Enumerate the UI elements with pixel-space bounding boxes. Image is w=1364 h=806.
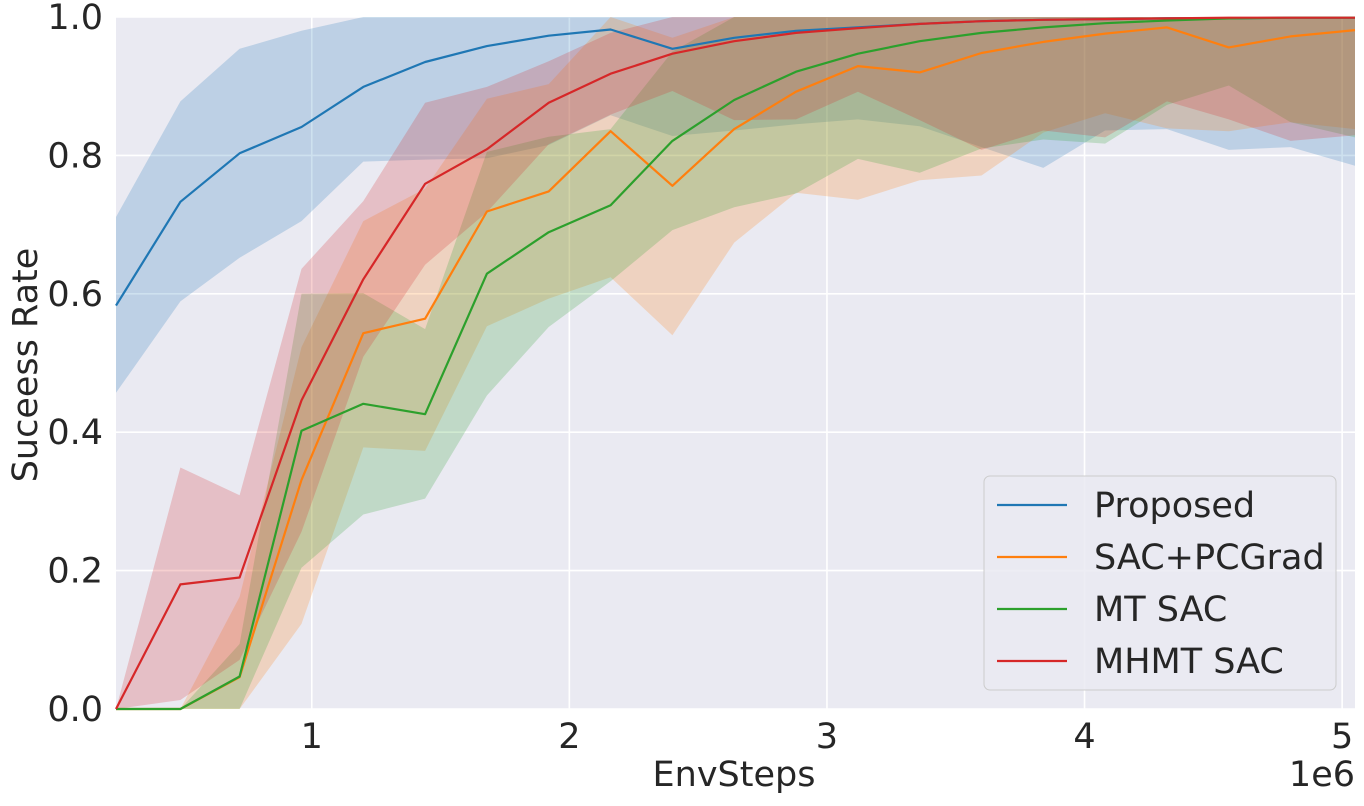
confidence-band-sac-pcgrad [116, 17, 1355, 709]
x-tick-label: 1 [301, 717, 323, 757]
legend: Proposed SAC+PCGrad MT SAC MHMT SAC [983, 475, 1337, 691]
legend-label: Proposed [1094, 486, 1255, 526]
x-tick-label: 3 [816, 717, 838, 757]
legend-label: MT SAC [1094, 590, 1227, 630]
legend-label: SAC+PCGrad [1094, 538, 1325, 578]
series-lines [115, 16, 1356, 711]
confidence-band-proposed [116, 17, 1355, 393]
confidence-band-mt-sac [116, 17, 1355, 709]
x-tick-label: 4 [1073, 717, 1095, 757]
y-tick-label: 0.0 [47, 690, 103, 730]
confidence-bands [116, 17, 1355, 709]
y-tick-label: 0.2 [47, 552, 103, 592]
legend-box [983, 475, 1337, 691]
x-tick-label: 5 [1331, 717, 1353, 757]
x-tick-label: 2 [558, 717, 580, 757]
y-tick-label: 0.6 [47, 275, 103, 315]
confidence-band-mhmt-sac [116, 17, 1355, 709]
series-line-mt-sac [116, 16, 1355, 711]
x-axis-label: EnvSteps [653, 755, 816, 795]
x-offset-label: 1e6 [1289, 755, 1355, 795]
y-tick-label: 0.8 [47, 136, 103, 176]
series-line-sac-pcgrad [116, 26, 1356, 711]
y-tick-label: 0.4 [47, 413, 103, 453]
y-axis-label: Suceess Rate [6, 248, 46, 483]
x-tick-labels: 1 2 3 4 5 [301, 717, 1354, 757]
y-tick-labels: 0.0 0.2 0.4 0.6 0.8 1.0 [47, 0, 103, 730]
series-line-mhmt-sac [115, 16, 1355, 710]
y-tick-label: 1.0 [47, 0, 103, 38]
legend-label: MHMT SAC [1094, 642, 1284, 682]
